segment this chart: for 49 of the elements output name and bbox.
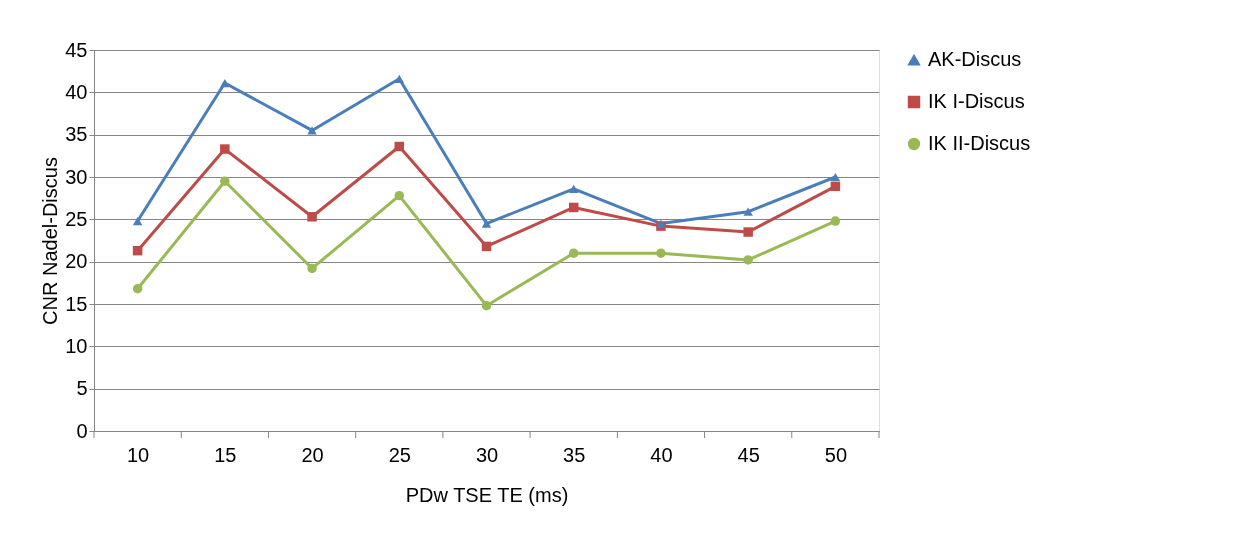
point <box>656 248 666 258</box>
x-tick-label: 40 <box>650 443 673 466</box>
point <box>568 202 579 213</box>
y-tick-label: 40 <box>65 80 88 103</box>
point <box>481 300 492 311</box>
legend-label: IK I-Discus <box>928 90 1025 112</box>
point <box>394 141 405 152</box>
point <box>481 241 492 252</box>
point <box>132 216 143 226</box>
x-tick-label: 45 <box>737 443 760 466</box>
y-tick-label: 30 <box>65 165 88 188</box>
x-axis-title: PDw TSE TE (ms) <box>405 483 569 506</box>
y-tick-label: 35 <box>65 123 88 146</box>
x-tick-label: 30 <box>475 443 499 466</box>
x-tick-label: 35 <box>563 443 586 466</box>
point <box>830 181 841 192</box>
point <box>481 219 492 228</box>
point <box>220 144 230 154</box>
x-tick-label: 20 <box>301 443 324 466</box>
point <box>830 216 841 226</box>
y-tick-label: 15 <box>65 292 88 315</box>
point <box>132 245 143 256</box>
point <box>307 126 317 135</box>
y-axis-title: CNR Nadel-Discus <box>39 157 62 325</box>
point <box>568 248 579 258</box>
point <box>743 207 753 216</box>
y-tick-label: 0 <box>76 419 88 442</box>
point <box>743 227 753 237</box>
point <box>307 212 317 222</box>
y-tick-label: 45 <box>65 38 88 61</box>
x-tick-label: 25 <box>388 443 411 466</box>
x-tick-label: 15 <box>214 443 237 466</box>
y-tick-label: 5 <box>76 377 88 400</box>
point <box>132 284 143 294</box>
legend-label: IK II-Discus <box>928 132 1031 154</box>
x-tick-label: 50 <box>824 443 848 466</box>
point <box>394 190 405 201</box>
point <box>220 78 230 88</box>
y-tick-label: 25 <box>65 207 88 230</box>
y-tick-label: 10 <box>65 334 88 357</box>
point <box>743 255 753 265</box>
legend-label: AK-Discus <box>928 48 1022 70</box>
point <box>568 184 579 193</box>
point <box>307 263 317 274</box>
point <box>394 74 405 83</box>
x-tick-label: 10 <box>126 443 150 466</box>
point <box>220 176 230 186</box>
y-tick-label: 20 <box>65 250 88 273</box>
point <box>830 172 841 182</box>
